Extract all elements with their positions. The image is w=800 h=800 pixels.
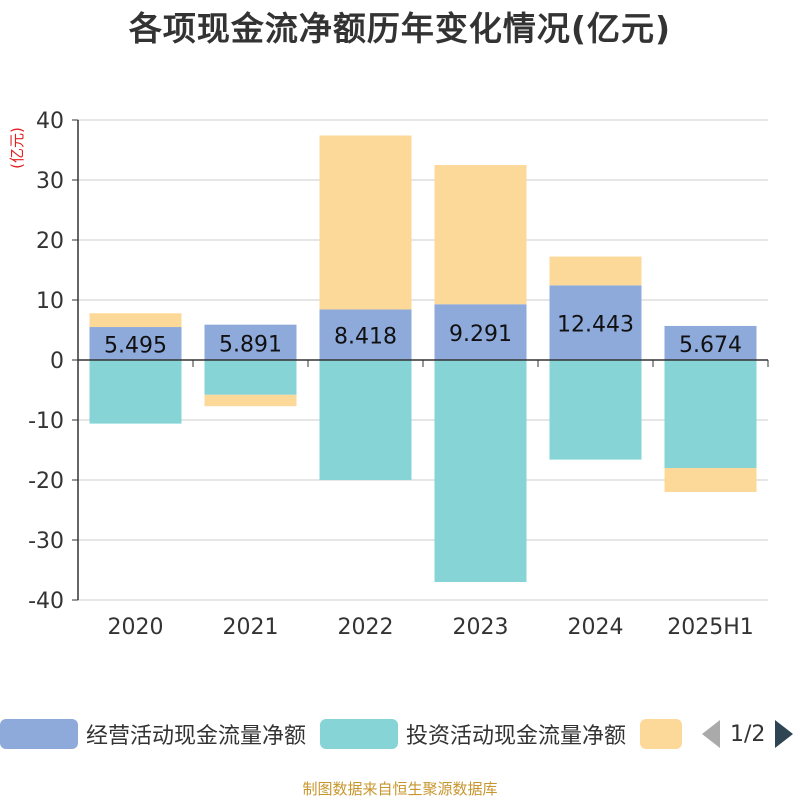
bar-2023-series-2 [434,165,527,305]
legend-item-investing[interactable]: 投资活动现金流量净额 [320,716,626,752]
legend-item-operating[interactable]: 经营活动现金流量净额 [0,716,306,752]
bar-2020-series-2 [89,313,182,328]
x-category-label: 2021 [223,615,279,640]
y-tick-label: 0 [50,349,64,374]
bar-2023-series-1 [434,360,527,582]
bar-data-label: 9.291 [449,322,512,347]
legend-item-financing[interactable] [640,716,682,752]
y-tick-label: -10 [28,409,64,434]
legend-prev-arrow-icon[interactable] [702,720,720,748]
legend-swatch-investing [320,719,398,749]
bar-2022-series-1 [319,360,412,480]
bar-2023-series-0 [434,304,527,360]
y-tick-label: 10 [36,289,64,314]
y-tick-label: 20 [36,229,64,254]
bar-data-label: 8.418 [334,325,397,350]
bar-2021-series-1 [204,360,297,395]
y-tick-label: -40 [28,589,64,614]
bar-2024-series-1 [549,360,642,460]
chart-title: 各项现金流净额历年变化情况(亿元) [128,9,672,48]
bar-data-label: 5.891 [219,332,282,357]
bar-2020-series-1 [89,360,182,424]
bar-chart: 40 30 20 10 0 -10 -20 -30 -40 (亿元) 5.495 5.891 8.418… [8,109,769,640]
legend-next-arrow-icon[interactable] [775,720,794,748]
data-source-note: 制图数据来自恒生聚源数据库 [302,780,498,798]
legend-label-operating: 经营活动现金流量净额 [86,724,307,749]
legend-swatch-financing [640,719,682,749]
y-tick-label: 40 [36,109,64,134]
bar-data-label: 5.495 [104,334,167,359]
y-axis-unit-label: (亿元) [8,127,26,169]
bar-2025H1-series-2 [664,468,757,492]
bar-2025H1-series-0 [664,325,757,360]
x-category-label: 2025H1 [667,615,754,640]
y-tick-label: 30 [36,169,64,194]
bar-2024-series-2 [549,256,642,286]
bar-2025H1-series-1 [664,360,757,468]
bar-2021-series-0 [204,324,297,360]
x-category-label: 2024 [568,615,624,640]
legend-label-investing: 投资活动现金流量净额 [406,724,627,749]
legend-pager: 1/2 [702,716,794,752]
bar-2024-series-0 [549,285,642,360]
bar-2021-series-2 [204,394,297,407]
bar-data-label: 12.443 [557,313,634,338]
legend: 经营活动现金流量净额 投资活动现金流量净额 1/2 [0,716,800,752]
y-tick-label: -30 [28,529,64,554]
x-category-label: 2022 [338,615,394,640]
x-category-label: 2020 [108,615,164,640]
bar-2022-series-2 [319,135,412,310]
bar-2022-series-0 [319,309,412,360]
x-category-label: 2023 [453,615,509,640]
legend-page-indicator: 1/2 [730,721,766,747]
bar-data-label: 5.674 [679,333,742,358]
bar-2020-series-0 [89,327,182,360]
y-tick-label: -20 [28,469,64,494]
legend-swatch-operating [0,719,78,749]
